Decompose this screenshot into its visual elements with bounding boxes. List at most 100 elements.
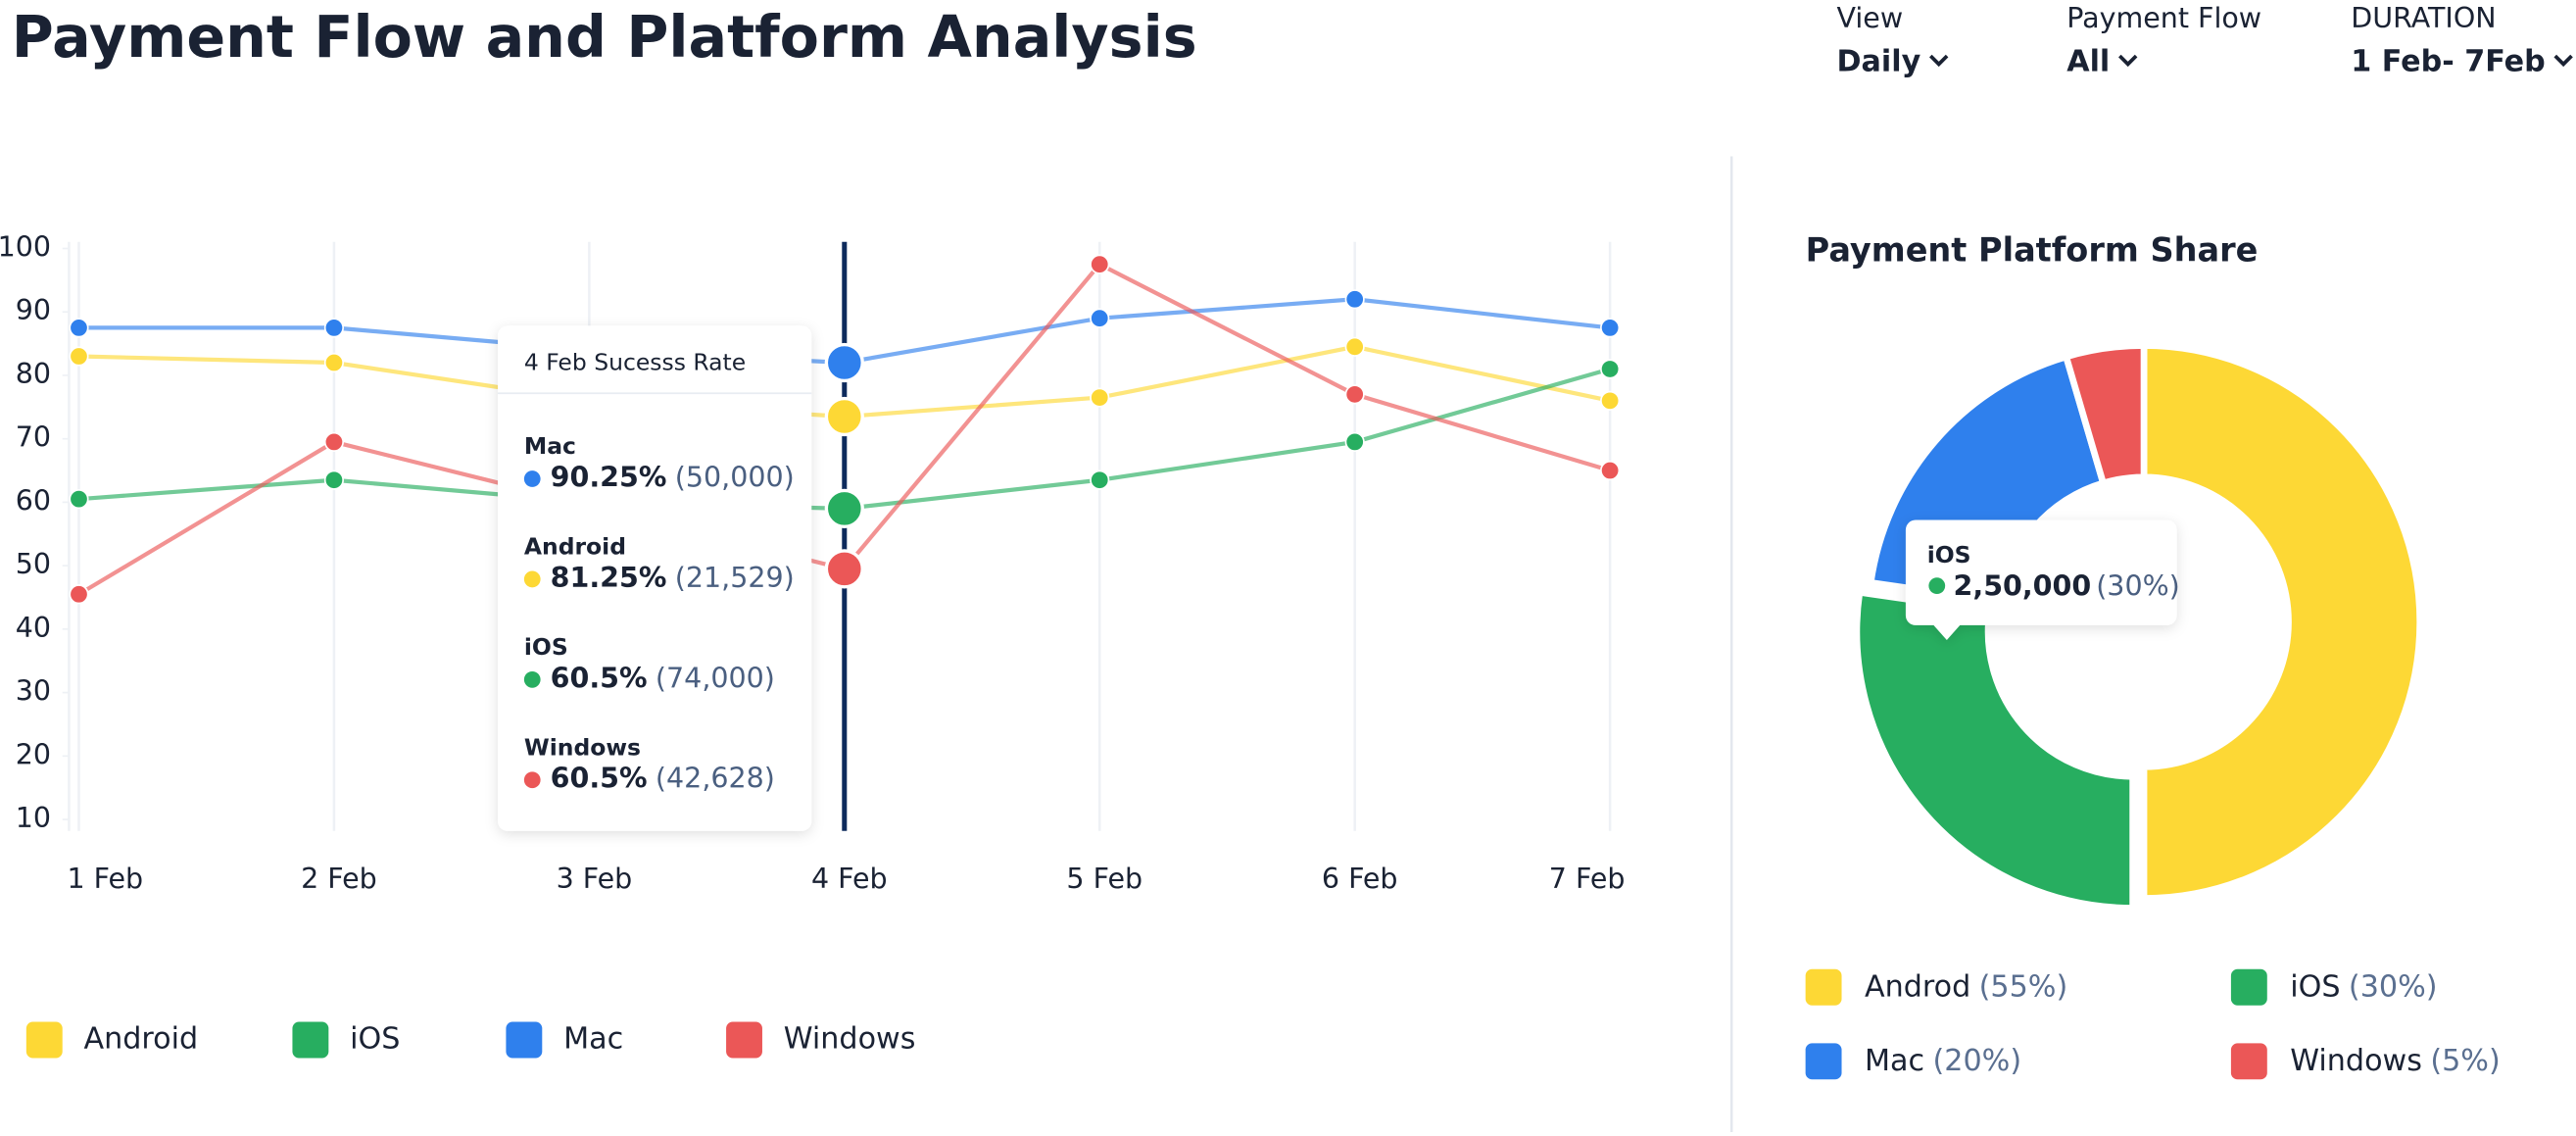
legend-swatch — [726, 1021, 762, 1059]
x-tick-label: 7 Feb — [1549, 863, 1626, 895]
data-point — [1090, 308, 1110, 328]
dropdown-label: Payment Flow — [2066, 2, 2261, 34]
pie-slice[interactable] — [2062, 342, 2148, 487]
dropdown[interactable]: View Daily — [1837, 2, 1949, 78]
legend-label: Mac (20%) — [1865, 1043, 2021, 1077]
legend-value: (30%) — [2349, 969, 2438, 1004]
chevron-icon[interactable] — [2118, 54, 2138, 68]
legend-item[interactable]: Android — [25, 1021, 199, 1059]
data-point — [824, 488, 864, 529]
data-point — [1600, 318, 1621, 338]
legend-name: Androd — [1865, 969, 1970, 1004]
data-point — [1090, 469, 1110, 490]
dropdown-value[interactable]: 1 Feb- 7Feb — [2351, 44, 2545, 78]
data-point — [69, 318, 89, 338]
chart-title: Payment Platform Share — [1806, 230, 2259, 269]
tooltip-box — [498, 325, 812, 831]
data-point — [1090, 387, 1110, 408]
tooltip-dot — [523, 470, 541, 487]
dropdown-label: DURATION — [2351, 2, 2496, 34]
legend-item[interactable]: Androd (55%) — [1805, 968, 2068, 1006]
legend-label: iOS (30%) — [2290, 969, 2437, 1004]
legend-item[interactable]: Mac (20%) — [1805, 1043, 2021, 1080]
data-point — [69, 584, 89, 605]
x-tick-label: 2 Feb — [301, 863, 377, 895]
tooltip-dot — [523, 670, 541, 688]
tooltip-value-row: 60.5% (42,628) — [551, 763, 775, 795]
data-point — [824, 549, 864, 589]
legend-swatch — [292, 1021, 329, 1059]
legend-swatch — [2230, 968, 2267, 1006]
tooltip-count: (50,000) — [675, 462, 795, 494]
tooltip-value: 81.25% — [551, 562, 667, 594]
y-tick-label: 60 — [16, 484, 51, 517]
dropdown-label: View — [1837, 2, 1904, 34]
legend-label: Mac — [563, 1021, 623, 1056]
y-tick-label: 10 — [16, 802, 51, 834]
tooltip-value-row: 2,50,000 (30%) — [1954, 569, 2180, 602]
legend-value: (20%) — [1933, 1043, 2022, 1077]
tooltip-series-name: iOS — [524, 633, 568, 661]
legend-item[interactable]: Mac — [506, 1021, 623, 1059]
data-point — [1600, 460, 1621, 481]
y-tick-label: 50 — [16, 548, 51, 580]
tooltip-dot — [523, 771, 541, 789]
data-point — [1344, 289, 1365, 310]
x-tick-label: 3 Feb — [557, 863, 633, 895]
tooltip-dot — [523, 570, 541, 588]
y-tick-label: 90 — [16, 294, 51, 326]
chevron-icon[interactable] — [1929, 54, 1949, 68]
tooltip-value-row: 90.25% (50,000) — [551, 462, 795, 494]
data-point — [69, 346, 89, 367]
legend-item[interactable]: iOS (30%) — [2230, 968, 2438, 1006]
legend-label: Android — [84, 1021, 199, 1056]
legend-swatch — [1805, 968, 1842, 1006]
pie-slice[interactable] — [1853, 588, 2136, 912]
chevron-icon[interactable] — [2553, 54, 2573, 68]
y-tick-label: 80 — [16, 358, 51, 390]
y-tick-label: 100 — [0, 230, 51, 263]
dropdown-value[interactable]: Daily — [1837, 44, 1921, 78]
tooltip-value-row: 60.5% (74,000) — [551, 662, 775, 694]
legend-label: Androd (55%) — [1865, 969, 2067, 1004]
x-tick-label: 4 Feb — [811, 863, 888, 895]
y-tick-label: 70 — [16, 421, 51, 454]
tooltip-series-name: Mac — [524, 432, 576, 460]
data-point — [1344, 384, 1365, 405]
tooltip-value: 90.25% — [551, 462, 667, 494]
tooltip-count: (21,529) — [675, 562, 795, 594]
x-tick-label: 6 Feb — [1322, 863, 1398, 895]
pie-slice[interactable] — [2140, 342, 2424, 902]
legend-name: iOS — [2290, 969, 2340, 1004]
legend-item[interactable]: Windows — [726, 1021, 915, 1059]
data-point — [1090, 254, 1110, 274]
legend-value: (55%) — [1979, 969, 2068, 1004]
data-point — [1600, 390, 1621, 411]
legend-name: Windows — [2290, 1043, 2422, 1077]
legend-item[interactable]: Windows (5%) — [2230, 1043, 2501, 1080]
data-point — [824, 342, 864, 383]
legend-swatch — [506, 1021, 543, 1059]
y-tick-label: 30 — [16, 675, 51, 708]
y-tick-label: 20 — [16, 738, 51, 770]
tooltip-value: 60.5% — [551, 662, 648, 694]
legend-item[interactable]: iOS — [292, 1021, 400, 1059]
data-point — [69, 489, 89, 510]
dropdown[interactable]: Payment Flow All — [2066, 2, 2261, 78]
tooltip-count: (74,000) — [656, 662, 775, 694]
tooltip-value: 60.5% — [551, 763, 648, 795]
tooltip-box — [1905, 519, 2177, 641]
x-tick-label: 5 Feb — [1066, 863, 1142, 895]
tooltip-series-name: iOS — [1927, 541, 1971, 568]
legend-swatch — [2230, 1043, 2267, 1080]
legend-label: Windows (5%) — [2290, 1043, 2500, 1077]
legend-name: Mac — [1865, 1043, 1924, 1077]
data-point — [1600, 359, 1621, 379]
tooltip-series-name: Android — [524, 533, 626, 561]
dropdown[interactable]: DURATION 1 Feb- 7Feb — [2351, 2, 2573, 78]
tooltip-dot — [1928, 577, 1946, 595]
tooltip-count: (42,628) — [656, 763, 775, 795]
dropdown-value[interactable]: All — [2066, 44, 2110, 78]
data-point — [323, 431, 344, 452]
